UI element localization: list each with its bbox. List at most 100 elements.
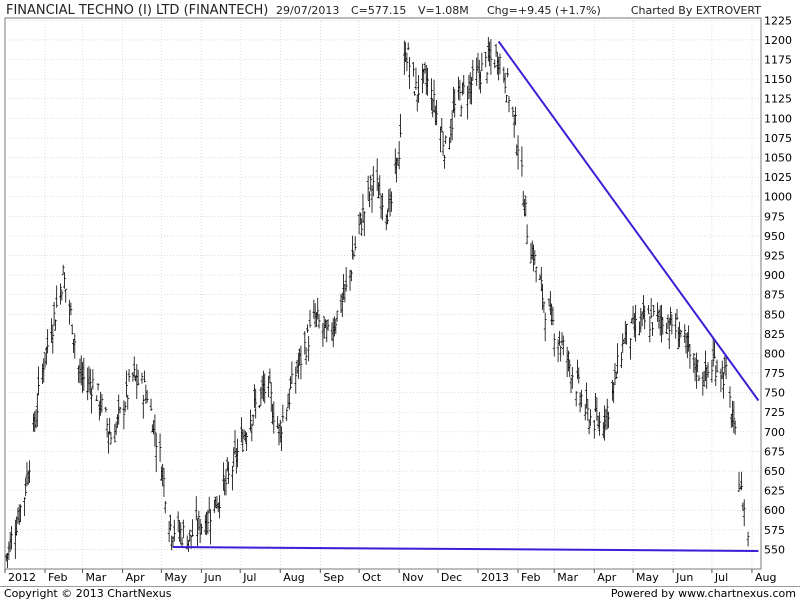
price-bar [272, 401, 276, 434]
price-bar [710, 359, 714, 383]
price-bar [70, 324, 74, 335]
price-bar [61, 264, 65, 276]
price-bar [163, 501, 167, 514]
y-tick-label: 600 [764, 504, 785, 517]
price-bar [249, 409, 252, 432]
price-bar [616, 343, 619, 374]
price-bars [4, 36, 750, 569]
price-bar [349, 269, 353, 282]
price-bar [46, 329, 50, 354]
y-tick-label: 1200 [764, 34, 792, 47]
price-bar [63, 272, 66, 289]
price-bar [306, 324, 309, 333]
y-tick-label: 925 [764, 249, 785, 262]
price-bar [358, 212, 362, 225]
x-tick-label: 2013 [481, 571, 509, 584]
trendlines [172, 40, 760, 552]
price-bar [585, 382, 588, 409]
price-bar [399, 113, 402, 138]
price-bar [577, 367, 581, 384]
price-bar [154, 433, 158, 473]
price-bar [245, 432, 249, 452]
price-bar [366, 175, 370, 201]
price-bar [140, 372, 144, 384]
price-bar [88, 368, 92, 396]
price-bar [258, 404, 261, 409]
price-bar [441, 132, 445, 157]
x-tick-label: 2012 [8, 571, 36, 584]
price-bar [453, 89, 457, 118]
price-bar [344, 267, 348, 292]
price-bar [90, 388, 93, 414]
price-bar [470, 76, 473, 105]
plot-frame [4, 17, 762, 570]
x-tick-label: Jun [675, 571, 693, 584]
y-tick-label: 725 [764, 406, 785, 419]
price-bar [104, 406, 108, 413]
y-tick-label: 1050 [764, 152, 792, 165]
price-bar [692, 352, 696, 373]
price-bar [10, 525, 13, 550]
price-bar [369, 175, 373, 192]
powered-by-link[interactable]: Powered by www.chartnexus.com [611, 587, 796, 600]
price-bar [54, 319, 57, 331]
price-bar [126, 394, 130, 410]
price-bar [397, 141, 401, 170]
y-tick-label: 775 [764, 367, 785, 380]
price-bar [629, 338, 632, 360]
price-bar [614, 371, 618, 379]
price-bar [669, 307, 672, 326]
price-bar [471, 59, 475, 82]
price-bar [570, 366, 574, 389]
y-tick-label: 550 [764, 543, 785, 556]
price-bar [200, 523, 203, 535]
price-bar [558, 331, 561, 346]
price-bar [574, 391, 578, 407]
price-bar [559, 345, 563, 362]
price-bar [294, 366, 298, 394]
price-bar [413, 91, 417, 96]
price-bar [414, 67, 418, 90]
price-bar [334, 318, 338, 334]
price-bar [190, 519, 194, 537]
price-bar [361, 193, 365, 223]
price-bar [60, 289, 64, 301]
price-bar [145, 390, 149, 403]
price-bar [607, 411, 610, 429]
price-bar [598, 411, 601, 436]
x-tick-label: Feb [521, 571, 540, 584]
price-bar [620, 352, 623, 368]
support-trendline [172, 546, 759, 552]
x-tick-label: Oct [362, 571, 382, 584]
price-bar [386, 209, 389, 225]
y-tick-label: 950 [764, 230, 785, 243]
price-bar [697, 375, 701, 382]
price-bar [335, 310, 339, 322]
price-bar [209, 509, 212, 545]
price-bar [507, 95, 511, 113]
price-bar [52, 301, 56, 327]
price-bar [340, 292, 344, 317]
price-bar [196, 518, 199, 547]
price-bar [520, 146, 524, 177]
price-bar [462, 74, 466, 95]
price-bar [141, 394, 145, 419]
price-bar [125, 370, 128, 397]
price-bar [263, 373, 267, 404]
x-tick-label: Jun [203, 571, 221, 584]
price-bar [440, 117, 444, 133]
price-bar [64, 288, 68, 303]
price-bar [153, 414, 157, 447]
price-bar [679, 329, 683, 338]
price-bar [643, 305, 647, 330]
volume-readout: V=1.08M [418, 4, 469, 17]
y-tick-label: 675 [764, 445, 785, 458]
price-bar [634, 304, 638, 342]
price-bar [162, 467, 166, 497]
price-bar [652, 305, 656, 317]
y-tick-label: 825 [764, 328, 785, 341]
copyright-text: Copyright © 2013 ChartNexus [4, 587, 172, 600]
price-bar [380, 193, 384, 221]
price-bar [733, 420, 737, 435]
